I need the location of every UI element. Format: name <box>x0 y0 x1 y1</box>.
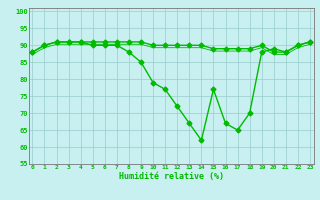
X-axis label: Humidité relative (%): Humidité relative (%) <box>119 172 224 181</box>
